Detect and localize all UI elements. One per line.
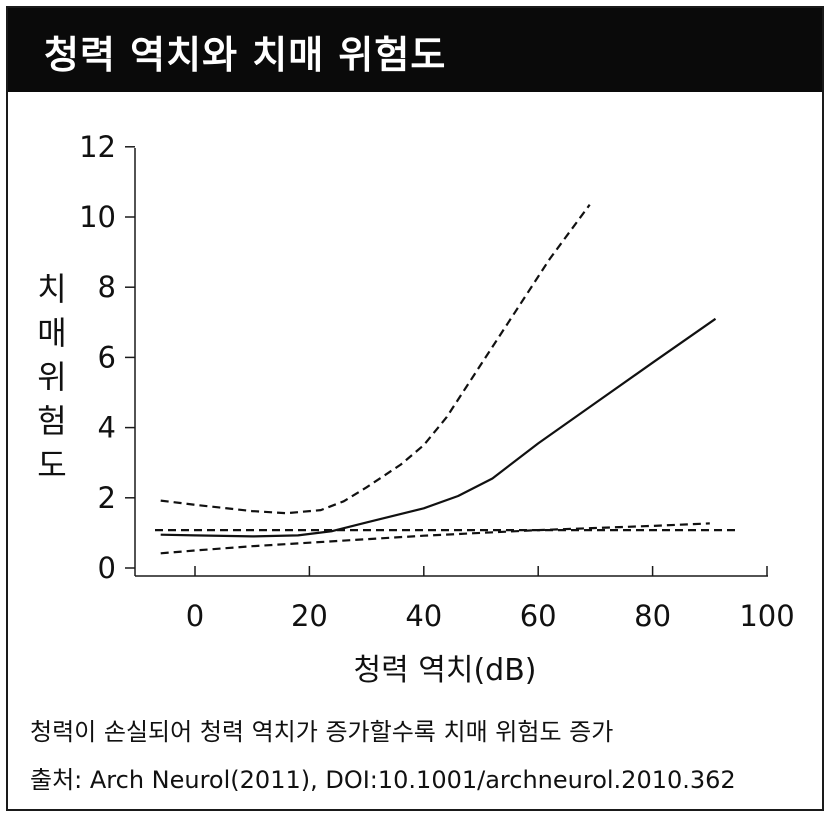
x-tick-label: 20 — [291, 599, 328, 633]
series-line-3 — [160, 522, 710, 555]
title-bar: 청력 역치와 치매 위험도 — [8, 8, 822, 92]
source-text: 출처: Arch Neurol(2011), DOI:10.1001/archn… — [30, 766, 736, 794]
x-tick-label: 0 — [186, 599, 204, 633]
series-group — [155, 204, 739, 555]
axes — [134, 148, 768, 577]
y-tick-label: 12 — [79, 130, 116, 164]
series-line-1 — [160, 317, 717, 538]
y-tick-label: 4 — [98, 411, 116, 445]
y-tick-label: 8 — [98, 270, 116, 304]
y-tick-label: 10 — [79, 200, 116, 234]
x-axis-label: 청력 역치(dB) — [354, 653, 537, 688]
x-tick-label: 100 — [739, 599, 794, 633]
x-ticks: 0 20 40 60 80 100 — [186, 566, 795, 633]
x-tick-label: 60 — [520, 599, 557, 633]
y-axis-label-char: 치 — [37, 270, 66, 308]
series-line-2 — [160, 204, 591, 515]
y-axis-label-char: 험 — [37, 402, 66, 440]
y-tick-label: 2 — [98, 481, 116, 515]
chart-title: 청력 역치와 치매 위험도 — [44, 33, 447, 77]
y-axis-label-char: 도 — [37, 446, 66, 484]
chart-frame: 청력 역치와 치매 위험도 — [6, 6, 824, 811]
x-tick-label: 80 — [634, 599, 671, 633]
y-axis-label-char: 위 — [37, 358, 66, 396]
y-tick-label: 0 — [98, 551, 116, 585]
y-axis-label-char: 매 — [37, 314, 66, 352]
caption-text: 청력이 손실되어 청력 역치가 증가할수록 치매 위험도 증가 — [30, 718, 614, 746]
y-ticks: 0 2 4 6 8 10 12 — [79, 130, 135, 585]
x-tick-label: 40 — [405, 599, 442, 633]
y-tick-label: 6 — [98, 340, 116, 374]
